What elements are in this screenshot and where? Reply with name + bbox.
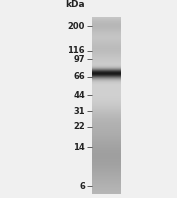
Text: 22: 22	[73, 122, 85, 131]
Text: 200: 200	[68, 22, 85, 30]
Text: 97: 97	[73, 55, 85, 64]
Text: 31: 31	[73, 107, 85, 116]
Text: kDa: kDa	[65, 0, 85, 9]
Text: 6: 6	[79, 182, 85, 191]
Text: 66: 66	[73, 72, 85, 81]
Text: 44: 44	[73, 91, 85, 100]
Text: 14: 14	[73, 143, 85, 152]
Text: 116: 116	[67, 46, 85, 55]
